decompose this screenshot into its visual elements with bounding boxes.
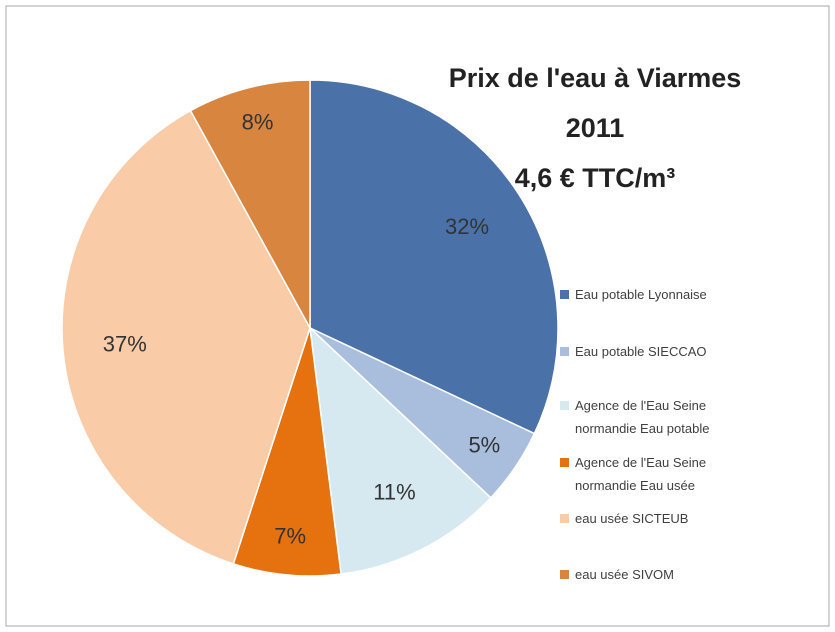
data-label: 32% xyxy=(445,214,489,239)
pie-slice xyxy=(61,109,311,565)
chart-title: 4,6 € TTC/m³ xyxy=(515,163,676,193)
legend-swatch xyxy=(560,514,569,523)
legend-item: eau usée SICTEUB xyxy=(560,507,750,530)
legend-label: Eau potable Lyonnaise xyxy=(575,287,707,302)
legend-label: Eau potable SIECCAO xyxy=(575,344,707,359)
data-label: 7% xyxy=(274,524,306,549)
pie-slice xyxy=(308,326,492,575)
legend-swatch xyxy=(560,458,569,467)
pie-slice xyxy=(232,327,342,577)
legend-item: Eau potable Lyonnaise xyxy=(560,283,750,306)
legend-swatch xyxy=(560,570,569,579)
legend-label: Agence de l'Eau Seine normandie Eau usée xyxy=(575,455,707,493)
legend-item: Agence de l'Eau Seine normandie Eau pota… xyxy=(560,394,750,440)
pie-slice xyxy=(309,79,559,435)
legend-swatch xyxy=(560,290,569,299)
legend-swatch xyxy=(560,347,569,356)
pie-slice xyxy=(189,79,311,329)
legend-label: eau usée SIVOM xyxy=(575,567,674,582)
data-label: 8% xyxy=(242,110,274,135)
chart-title: 2011 xyxy=(566,113,625,143)
legend-label: eau usée SICTEUB xyxy=(575,511,689,526)
legend-item: Eau potable SIECCAO xyxy=(560,340,750,363)
data-label: 11% xyxy=(373,480,415,505)
legend-swatch xyxy=(560,401,569,410)
legend-item: Agence de l'Eau Seine normandie Eau usée xyxy=(560,451,750,497)
legend-label: Agence de l'Eau Seine normandie Eau pota… xyxy=(575,398,710,436)
data-label: 5% xyxy=(468,432,500,457)
data-label: 37% xyxy=(103,331,147,356)
legend-item: eau usée SIVOM xyxy=(560,563,750,586)
chart-title: Prix de l'eau à Viarmes xyxy=(449,63,742,93)
